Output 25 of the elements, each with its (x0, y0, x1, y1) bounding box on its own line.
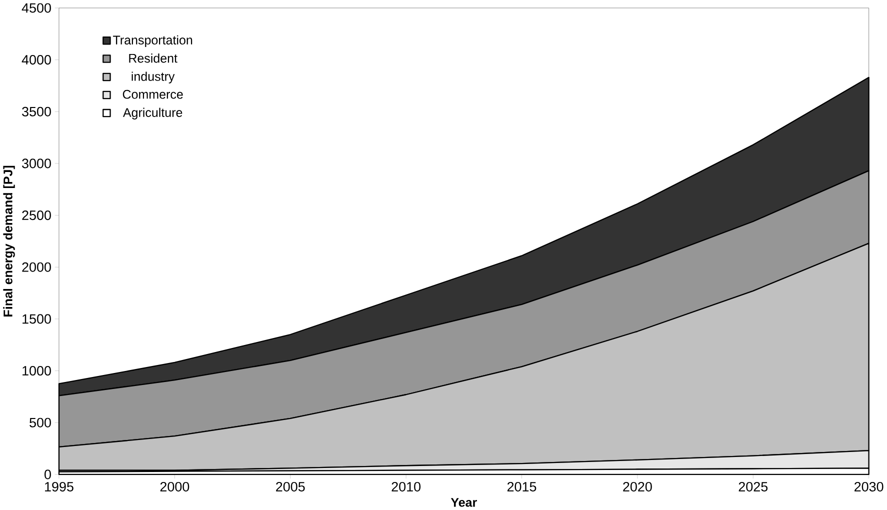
y-tick-label: 2500 (22, 210, 51, 220)
y-axis-title: Final energy demand [PJ] (3, 166, 15, 316)
y-tick-label: 0 (44, 470, 51, 480)
x-tick-label: 2020 (623, 482, 652, 492)
legend-label: Transportation (113, 35, 192, 47)
legend-label: industry (132, 72, 175, 84)
x-tick-label: 2010 (392, 482, 421, 492)
x-tick-label: 2000 (160, 482, 190, 492)
legend-label: Agriculture (122, 108, 182, 120)
x-tick-label: 2005 (276, 482, 305, 492)
y-tick-label: 2000 (22, 262, 51, 272)
y-tick-label: 3000 (22, 158, 51, 168)
y-tick-label: 1000 (22, 366, 51, 376)
y-tick-label: 4000 (22, 55, 51, 65)
y-tick-label: 1500 (22, 314, 51, 324)
x-tick-label: 2025 (738, 482, 768, 492)
x-tick-label: 1995 (45, 482, 74, 492)
x-tick-label: 2015 (507, 482, 536, 492)
y-tick-label: 500 (30, 418, 51, 428)
x-tick-label: 2030 (854, 482, 884, 492)
legend-label: Resident (129, 54, 178, 63)
legend-label: Commerce (122, 90, 183, 99)
y-tick-label: 4500 (22, 3, 51, 13)
y-tick-label: 3500 (22, 106, 51, 116)
x-axis-title: Year (450, 498, 477, 507)
